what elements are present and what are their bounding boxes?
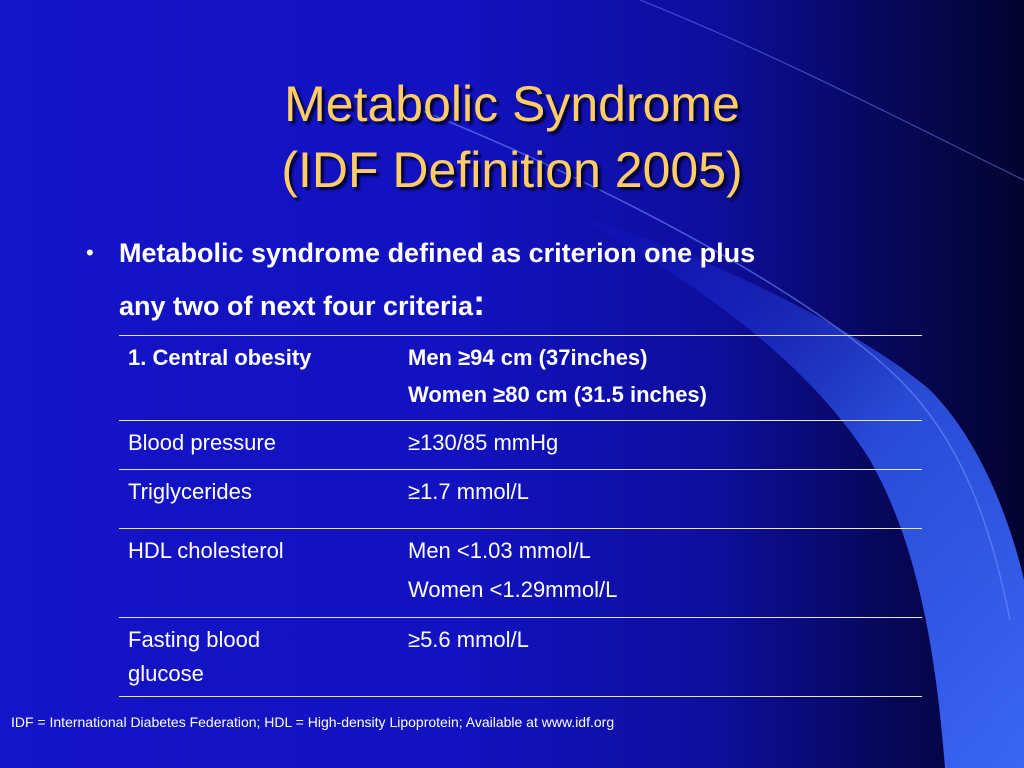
- table-row-blood-pressure: Blood pressure ≥130/85 mmHg: [119, 420, 922, 469]
- bullet-colon: :: [473, 282, 486, 323]
- label-line: Blood pressure: [128, 430, 276, 455]
- decor-wedge-edge: [419, 109, 1011, 621]
- bullet-text: Metabolic syndrome defined as criterion …: [119, 228, 939, 331]
- label-line: glucose: [128, 661, 204, 686]
- label-line: Triglycerides: [128, 479, 252, 504]
- table-row-triglycerides: Triglycerides ≥1.7 mmol/L: [119, 469, 922, 528]
- criterion-value: Men <1.03 mmol/L Women <1.29mmol/L: [408, 534, 918, 612]
- criteria-table: 1. Central obesity Men ≥94 cm (37inches)…: [119, 335, 922, 697]
- label-line: Fasting blood: [128, 627, 261, 652]
- criterion-label: Blood pressure: [128, 426, 388, 460]
- value-line: Men <1.03 mmol/L: [408, 538, 591, 563]
- criterion-value: ≥130/85 mmHg: [408, 426, 918, 460]
- label-line: 1. Central obesity: [128, 345, 312, 370]
- criterion-label: HDL cholesterol: [128, 534, 388, 568]
- value-line: Women ≥80 cm (31.5 inches): [408, 382, 707, 407]
- value-line: ≥1.7 mmol/L: [408, 479, 529, 504]
- criterion-label: Triglycerides: [128, 475, 388, 509]
- decor-arc-top: [639, 0, 1024, 181]
- slide-title-line-2: (IDF Definition 2005): [281, 142, 743, 198]
- value-line: Men ≥94 cm (37inches): [408, 345, 648, 370]
- table-row-fasting-glucose: Fasting blood glucose ≥5.6 mmol/L: [119, 617, 922, 697]
- table-row-hdl-cholesterol: HDL cholesterol Men <1.03 mmol/L Women <…: [119, 528, 922, 617]
- bullet-line-2: any two of next four criteria: [119, 291, 474, 321]
- value-line: ≥130/85 mmHg: [408, 430, 559, 455]
- bullet-line-1: Metabolic syndrome defined as criterion …: [119, 238, 756, 268]
- criterion-label: 1. Central obesity: [128, 341, 388, 375]
- criterion-value: ≥5.6 mmol/L: [408, 623, 918, 657]
- criterion-value: Men ≥94 cm (37inches) Women ≥80 cm (31.5…: [408, 341, 918, 415]
- criterion-label: Fasting blood glucose: [128, 623, 388, 691]
- value-line: ≥5.6 mmol/L: [408, 627, 529, 652]
- criterion-value: ≥1.7 mmol/L: [408, 475, 918, 509]
- table-row-central-obesity: 1. Central obesity Men ≥94 cm (37inches)…: [119, 335, 922, 420]
- decor-wedge-shape: [560, 210, 1024, 768]
- bullet-marker: •: [86, 240, 94, 265]
- footnote: IDF = International Diabetes Federation;…: [11, 714, 615, 730]
- slide-title-line-1: Metabolic Syndrome: [284, 76, 740, 132]
- value-line: Women <1.29mmol/L: [408, 577, 618, 602]
- label-line: HDL cholesterol: [128, 538, 284, 563]
